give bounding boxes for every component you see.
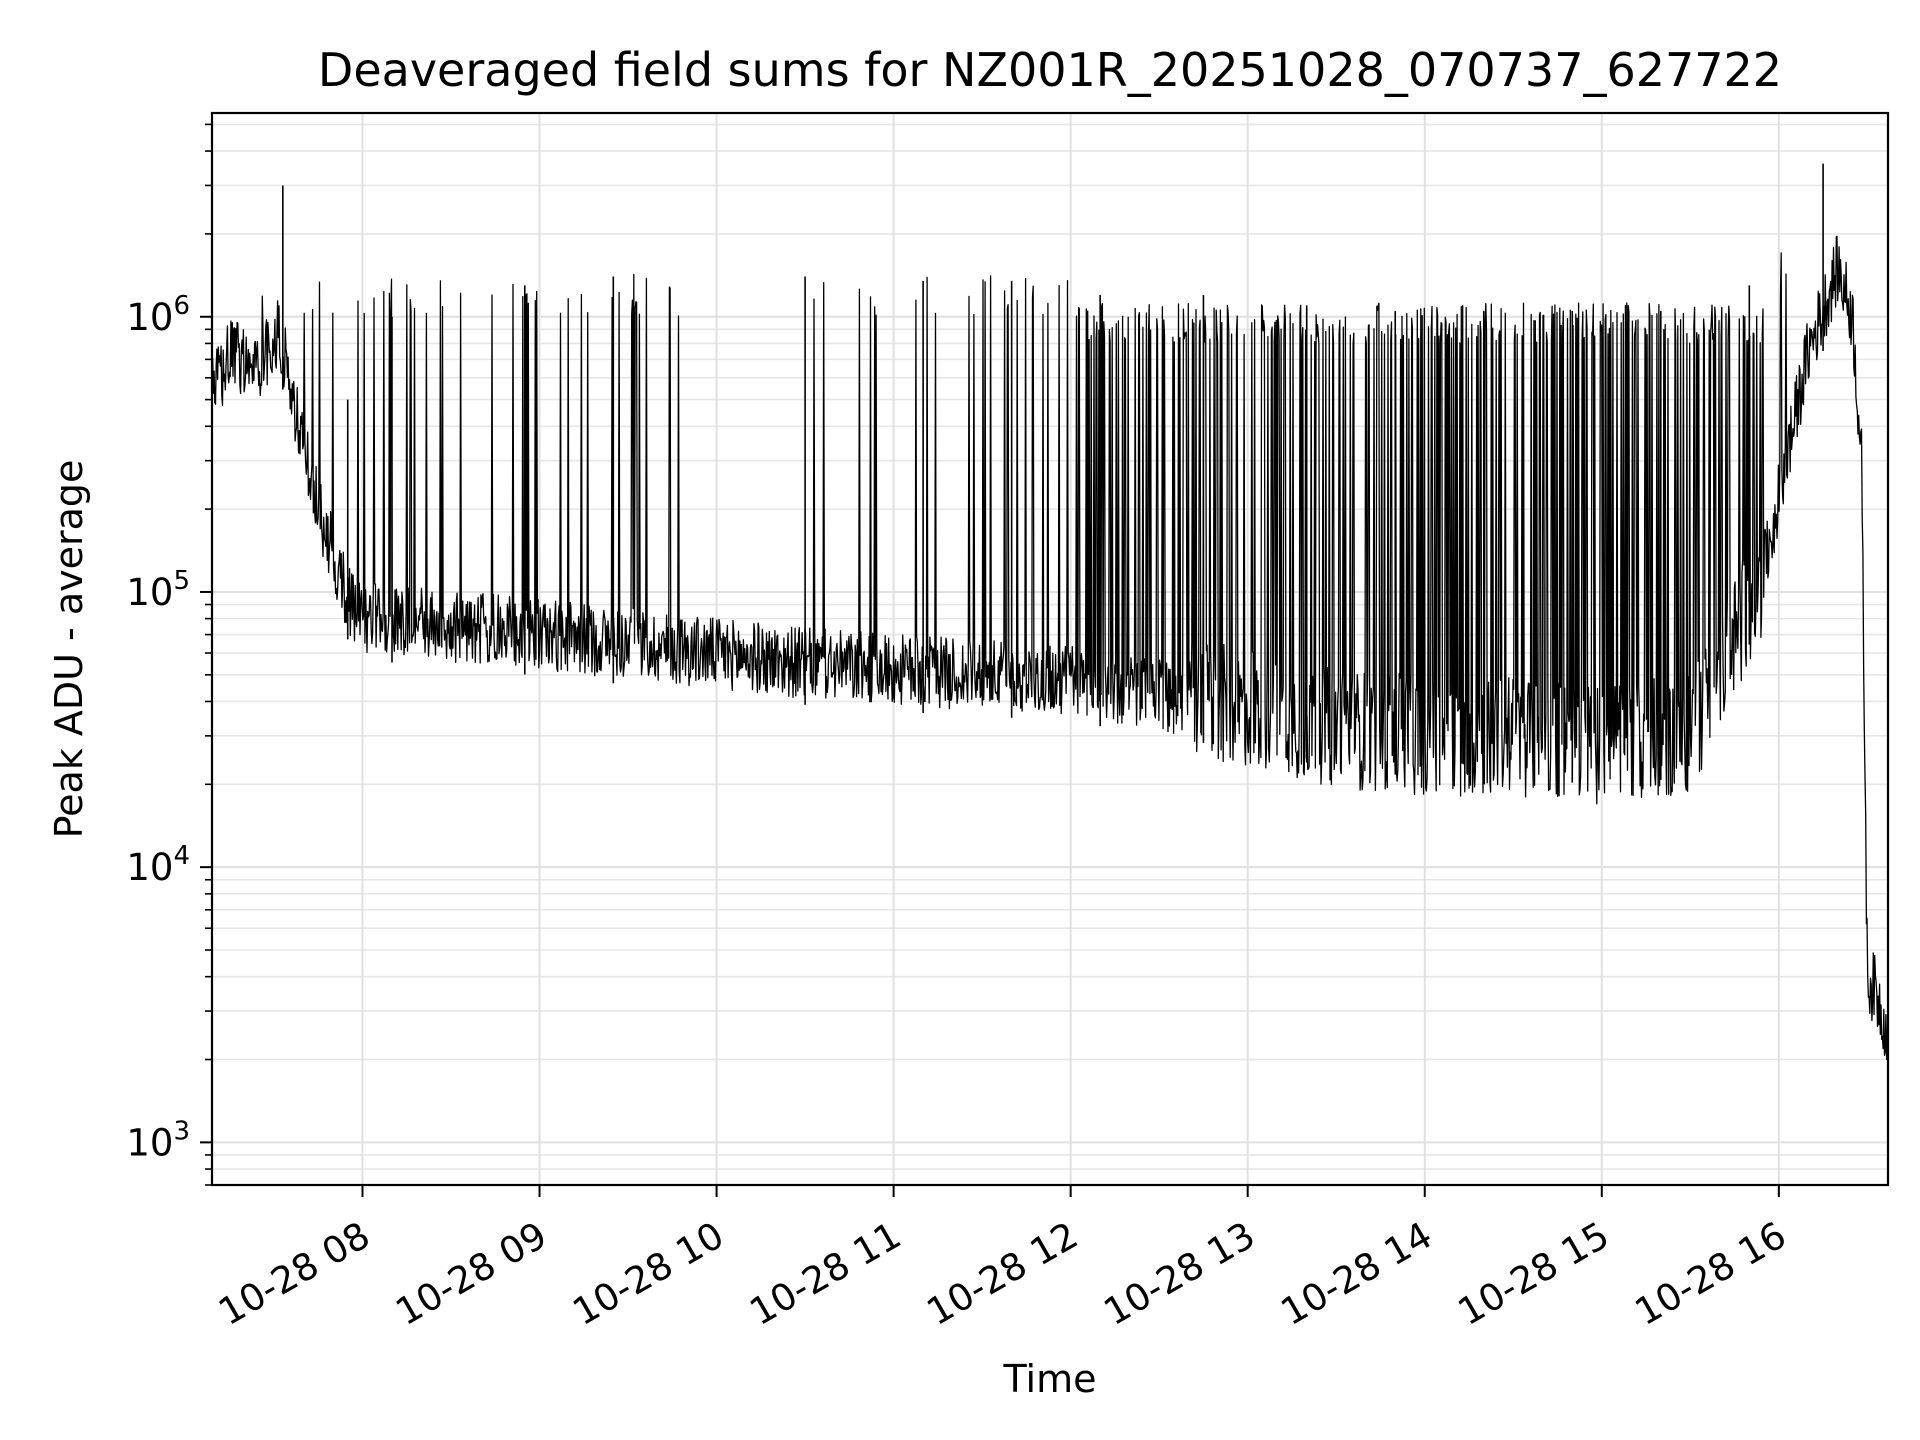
x-axis-label: Time <box>1003 1357 1097 1401</box>
y-tick-label: 105 <box>126 566 190 614</box>
y-tick-base: 10 <box>126 296 173 339</box>
series-line <box>211 235 1889 1060</box>
plot-frame <box>210 111 1890 1187</box>
y-tick-base: 10 <box>126 571 173 614</box>
y-tick-exponent: 6 <box>173 291 190 321</box>
y-tick-exponent: 5 <box>173 566 190 596</box>
y-tick-base: 10 <box>126 846 173 889</box>
y-tick-label: 104 <box>126 841 190 889</box>
chart-title: Deaveraged field sums for NZ001R_2025102… <box>318 43 1782 97</box>
y-tick-exponent: 4 <box>173 841 190 871</box>
major-gridlines <box>212 113 1888 1185</box>
y-tick-base: 10 <box>126 1121 173 1164</box>
y-tick-exponent: 3 <box>173 1116 190 1146</box>
axis-ticks <box>200 123 1780 1197</box>
y-tick-label: 106 <box>126 291 190 339</box>
y-tick-label: 103 <box>126 1116 190 1164</box>
y-axis-label: Peak ADU - average <box>47 460 91 839</box>
series-layer <box>211 163 1889 1060</box>
